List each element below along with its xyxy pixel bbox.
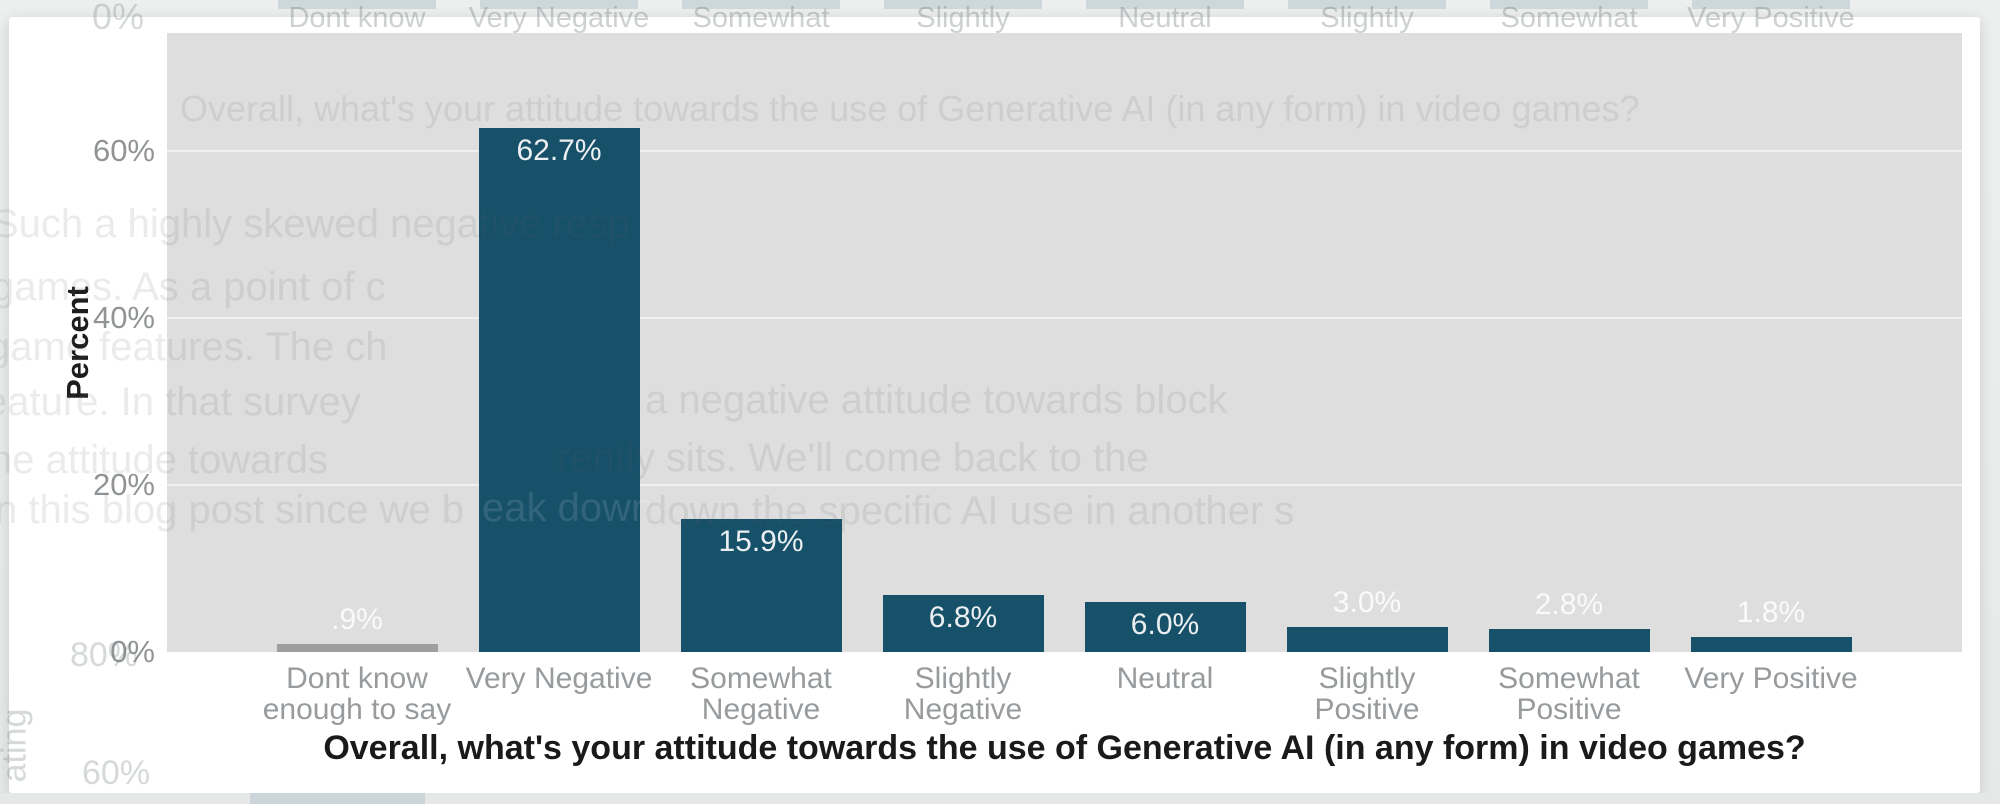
bar-very-positive[interactable] bbox=[1690, 636, 1852, 652]
ghost-bar-stub bbox=[1288, 0, 1446, 9]
bar-value-label: 2.8% bbox=[1534, 587, 1604, 621]
y-tick-label-20: 20% bbox=[92, 467, 155, 502]
ghost-bar-stub bbox=[1490, 0, 1648, 9]
ghost-bar-stub bbox=[1086, 0, 1244, 9]
chart-card: Percent Overall, what's your attitude to… bbox=[9, 17, 1980, 793]
ghost-bar-stub bbox=[278, 0, 436, 9]
x-category-label: Dont know enough to say bbox=[262, 662, 452, 726]
x-category-label: Slightly Positive bbox=[1314, 662, 1420, 726]
bar-value-label: 62.7% bbox=[516, 134, 602, 168]
bar-neutral[interactable] bbox=[1084, 601, 1246, 652]
bar-value-label: 1.8% bbox=[1736, 595, 1806, 629]
gridline-60 bbox=[167, 150, 1962, 152]
ghost-bar-stub bbox=[682, 0, 840, 9]
y-tick-label-60: 60% bbox=[92, 133, 155, 168]
x-category-label: Somewhat Negative bbox=[690, 662, 832, 726]
x-category-label: Very Negative bbox=[465, 662, 653, 695]
bar-dont-know-enough-to-say[interactable] bbox=[276, 644, 438, 652]
ghost-bar-stub bbox=[1692, 0, 1850, 9]
background-page-block bbox=[250, 793, 425, 804]
x-axis-title: Overall, what's your attitude towards th… bbox=[323, 729, 1806, 767]
x-category-label: Very Positive bbox=[1684, 662, 1858, 695]
ghost-bar-stub bbox=[884, 0, 1042, 9]
bar-slightly-negative[interactable] bbox=[882, 595, 1044, 652]
plot-area bbox=[167, 33, 1962, 652]
gridline-40 bbox=[167, 317, 1962, 319]
x-category-label: Slightly Negative bbox=[903, 662, 1023, 726]
y-axis-title: Percent bbox=[60, 286, 95, 400]
y-tick-label-0: 0% bbox=[110, 634, 155, 669]
bar-value-label: 6.0% bbox=[1130, 607, 1200, 641]
gridline-20 bbox=[167, 484, 1962, 486]
bar-somewhat-negative[interactable] bbox=[680, 519, 842, 652]
bar-somewhat-positive[interactable] bbox=[1488, 628, 1650, 652]
x-category-label: Somewhat Positive bbox=[1498, 662, 1640, 726]
bar-slightly-positive[interactable] bbox=[1286, 626, 1448, 652]
y-tick-label-40: 40% bbox=[92, 300, 155, 335]
background-page-strip bbox=[0, 793, 2000, 804]
x-category-label: Neutral bbox=[1116, 662, 1214, 695]
bar-very-negative[interactable] bbox=[478, 128, 640, 652]
bar-value-label: .9% bbox=[331, 603, 383, 637]
bar-value-label: 6.8% bbox=[928, 601, 998, 635]
bar-value-label: 3.0% bbox=[1332, 585, 1402, 619]
bar-value-label: 15.9% bbox=[718, 525, 804, 559]
ghost-bar-stub bbox=[480, 0, 638, 9]
